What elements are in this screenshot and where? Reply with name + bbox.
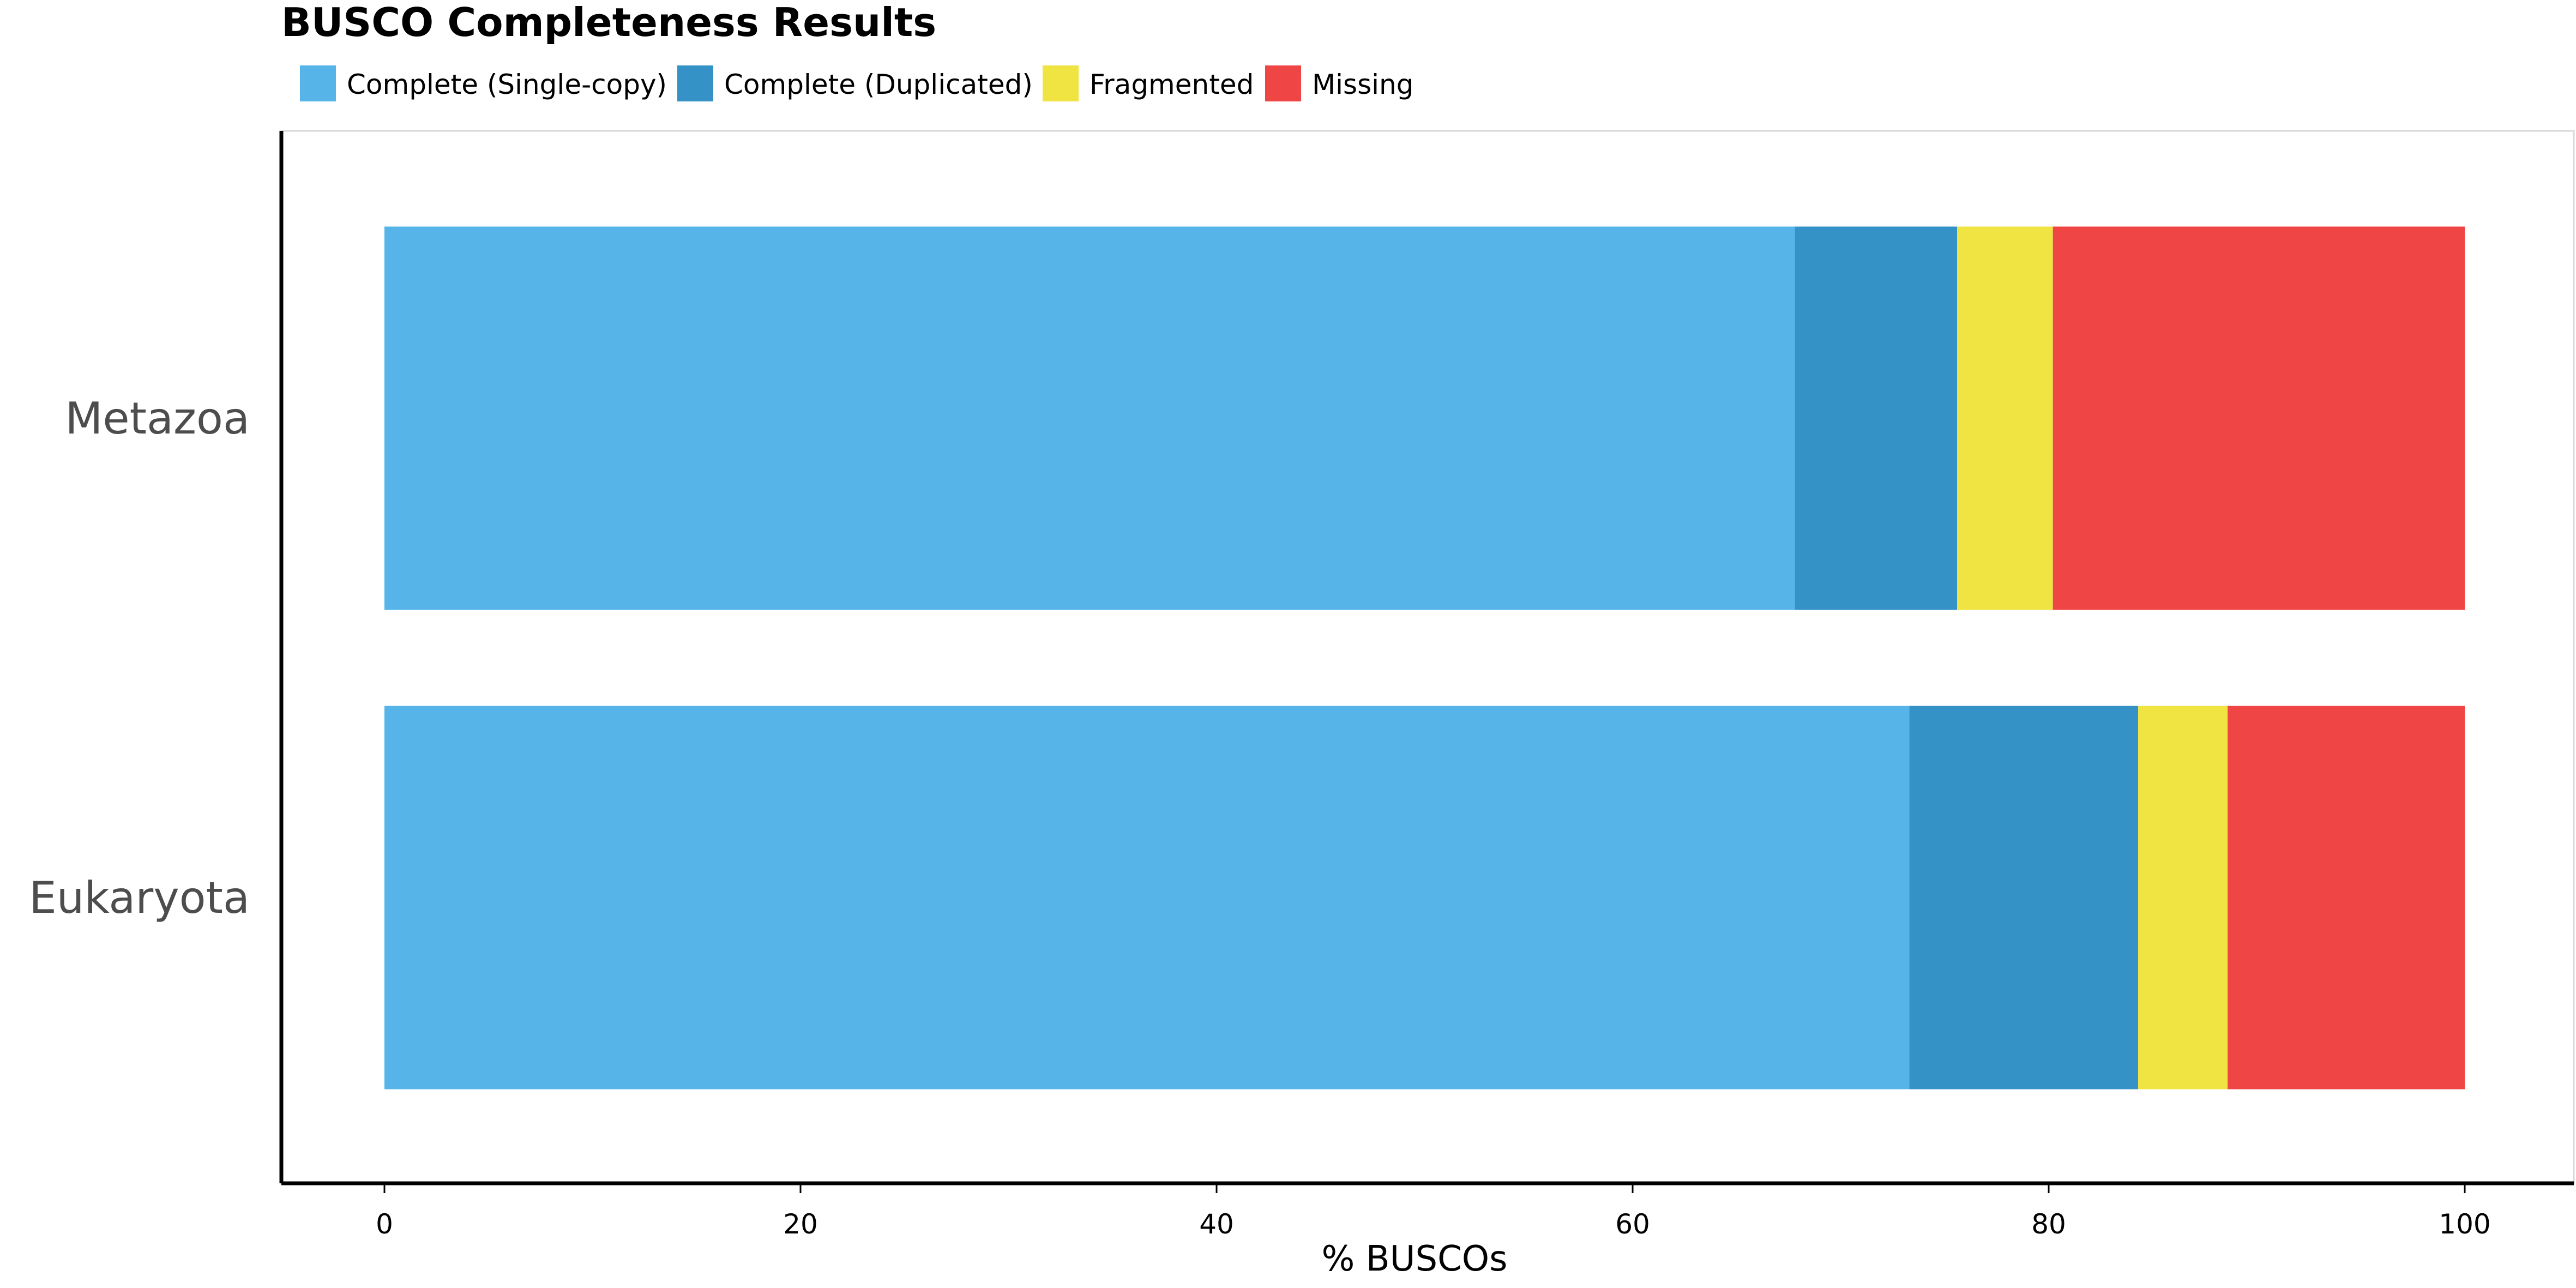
bar-metazoa-missing xyxy=(2053,226,2465,610)
legend: Complete (Single-copy) Complete (Duplicat… xyxy=(300,65,1413,101)
x-tick-label: 0 xyxy=(376,1208,393,1240)
x-tick-label: 60 xyxy=(1615,1208,1650,1240)
bar-metazoa-fragmented xyxy=(1957,226,2053,610)
legend-label: Complete (Duplicated) xyxy=(724,69,1033,100)
legend-swatch xyxy=(677,65,713,101)
legend-swatch xyxy=(1265,65,1301,101)
x-tick-label: 80 xyxy=(2031,1208,2066,1240)
legend-swatch xyxy=(1043,65,1079,101)
x-tick-label: 40 xyxy=(1199,1208,1234,1240)
bar-eukaryota-missing xyxy=(2228,706,2465,1090)
y-axis-labels: Metazoa Eukaryota xyxy=(29,393,250,923)
x-tick-label: 20 xyxy=(783,1208,818,1240)
x-axis-ticks: 0 20 40 60 80 100 xyxy=(376,1183,2491,1240)
chart-title: BUSCO Completeness Results xyxy=(281,0,936,45)
bars-group xyxy=(384,226,2465,1090)
legend-label: Missing xyxy=(1312,69,1413,100)
legend-label: Complete (Single-copy) xyxy=(347,69,667,100)
bar-eukaryota-complete-single-copy xyxy=(384,706,1910,1090)
bar-eukaryota-fragmented xyxy=(2138,706,2228,1090)
x-axis-title: % BUSCOs xyxy=(1322,1239,1508,1279)
y-label-eukaryota: Eukaryota xyxy=(29,872,250,923)
bar-metazoa-complete-duplicated xyxy=(1795,226,1958,610)
y-label-metazoa: Metazoa xyxy=(65,393,250,444)
x-tick-label: 100 xyxy=(2439,1208,2490,1240)
bar-metazoa-complete-single-copy xyxy=(384,226,1795,610)
legend-swatch xyxy=(300,65,336,101)
legend-label: Fragmented xyxy=(1090,69,1254,100)
bar-eukaryota-complete-duplicated xyxy=(1909,706,2139,1090)
